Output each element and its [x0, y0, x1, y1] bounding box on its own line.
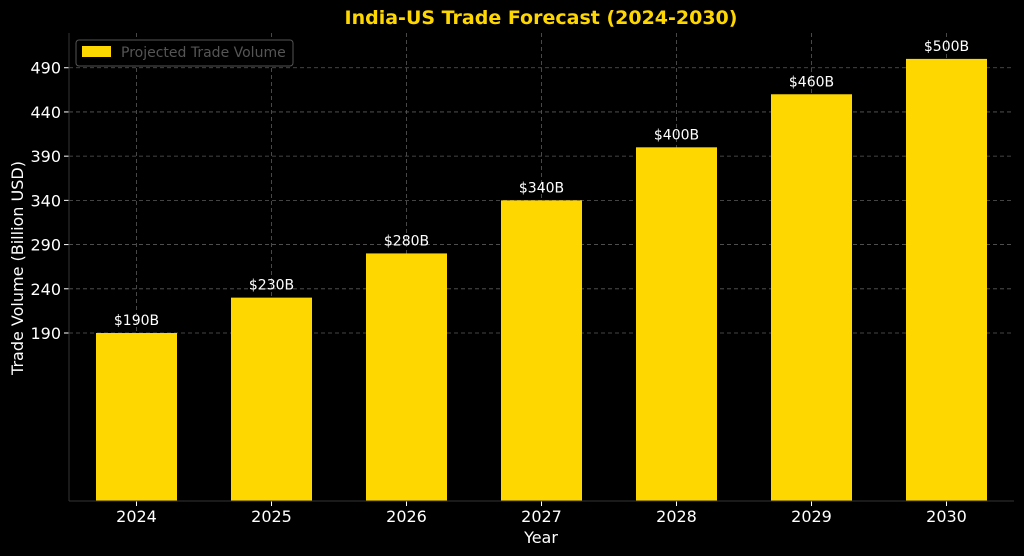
bar-2027: [501, 200, 582, 502]
ticks-layer: 190 240 290 340 390 440 490 2024 2025 2026 2027 202…: [30, 59, 966, 526]
bar-2025: [231, 297, 312, 501]
y-tick-label: 340: [30, 191, 61, 210]
y-tick-label: 290: [30, 236, 61, 255]
x-axis-label: Year: [523, 528, 558, 547]
data-label-2026: $280B: [384, 233, 429, 249]
y-axis-label: Trade Volume (Billion USD): [8, 161, 27, 376]
y-tick-label: 440: [30, 103, 61, 122]
y-tick-label: 490: [30, 59, 61, 78]
bars-layer: [96, 58, 987, 502]
labels-layer: $190B $230B $280B $340B $400B $460B $500B: [114, 39, 969, 329]
x-tick-label: 2030: [926, 507, 967, 526]
bar-2026: [366, 253, 447, 501]
data-label-2029: $460B: [789, 74, 834, 90]
x-tick-label: 2027: [521, 507, 562, 526]
x-tick-label: 2024: [116, 507, 157, 526]
data-label-2027: $340B: [519, 180, 564, 196]
chart-title: India-US Trade Forecast (2024-2030): [345, 7, 738, 29]
y-tick-label: 240: [30, 280, 61, 299]
legend-label: Projected Trade Volume: [121, 45, 286, 61]
data-label-2028: $400B: [654, 127, 699, 143]
x-tick-label: 2025: [251, 507, 292, 526]
x-tick-label: 2029: [791, 507, 832, 526]
bar-2029: [771, 94, 852, 502]
x-tick-label: 2026: [386, 507, 427, 526]
x-tick-label: 2028: [656, 507, 697, 526]
legend-box: [75, 39, 294, 67]
legend: Projected Trade Volume: [75, 39, 294, 67]
data-label-2025: $230B: [249, 278, 294, 294]
bar-2030: [906, 58, 987, 501]
spines-layer: [68, 33, 1014, 502]
data-label-2030: $500B: [924, 39, 969, 55]
y-tick-label: 390: [30, 147, 61, 166]
legend-swatch: [82, 46, 111, 57]
data-label-2024: $190B: [114, 313, 159, 329]
bar-2028: [636, 147, 717, 501]
y-tick-label: 190: [30, 324, 61, 343]
bar-2024: [96, 333, 177, 501]
